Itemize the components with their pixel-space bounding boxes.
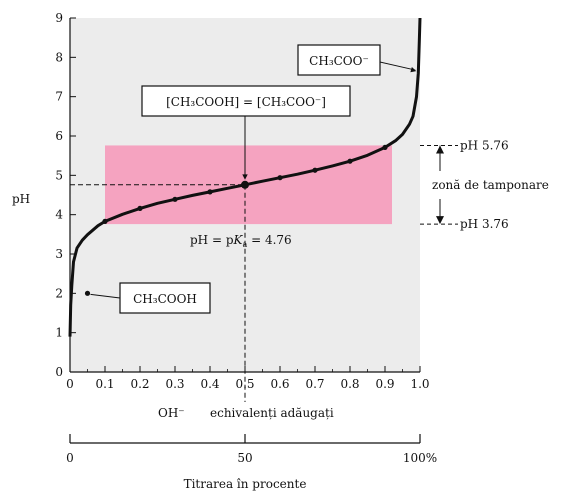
curve-point: [277, 175, 283, 181]
acetic-acid-label: CH₃COOH: [133, 292, 197, 306]
x-tick-label: 0.3: [165, 377, 184, 391]
pka-label-k: K: [233, 233, 244, 247]
x-tick-label: 0.2: [130, 377, 149, 391]
equal-concentration-label: [CH₃COOH] = [CH₃COO⁻]: [166, 95, 326, 109]
pka-label-prefix: pH = p: [190, 233, 234, 247]
percent-tick-label: 50: [237, 451, 252, 465]
curve-point: [312, 167, 318, 173]
percent-tick-label: 0: [66, 451, 74, 465]
y-axis-label: pH: [12, 192, 30, 206]
y-tick-label: 4: [55, 208, 63, 222]
acetate-arrow-head: [410, 66, 417, 73]
pka-label-sub: a: [242, 240, 247, 249]
acetic-acid-label-box: [119, 282, 211, 314]
curve-point: [382, 144, 388, 151]
y-tick-label: 3: [55, 247, 63, 261]
equal-concentration-label-box: [141, 85, 351, 117]
equal-concentration-arrow-head: [242, 174, 248, 180]
y-tick-label: 2: [55, 286, 63, 300]
buffer-lower-arrow-head: [436, 216, 444, 225]
x-tick-label: 0.6: [270, 377, 289, 391]
y-tick-label: 7: [55, 90, 63, 104]
x-tick-label: 0.5: [235, 377, 254, 391]
x-tick-label: 0: [66, 377, 74, 391]
acetic-acid-leader-line: [90, 293, 121, 299]
x-axis-label: echivalenți adăugați: [210, 406, 334, 420]
curve-point: [172, 196, 178, 202]
percent-axis-title: Titrarea în procente: [184, 477, 307, 491]
y-tick-label: 1: [55, 326, 63, 340]
curve-point: [137, 205, 143, 211]
acetic-acid-point: [84, 290, 91, 296]
pka-label: pH = pKa = 4.76: [190, 233, 292, 249]
curve-point: [102, 218, 108, 224]
lower-buffer-label: pH 3.76: [460, 217, 509, 231]
x-tick-label: 1.0: [410, 377, 429, 391]
x-tick-label: 0.4: [200, 377, 219, 391]
y-tick-label: 0: [55, 365, 63, 379]
y-tick-label: 5: [55, 168, 63, 182]
y-tick-label: 9: [55, 11, 63, 25]
y-tick-label: 8: [55, 50, 63, 64]
curve-point: [347, 158, 353, 164]
acetate-label-box: [297, 44, 381, 76]
x-tick-label: 0.9: [375, 377, 394, 391]
pka-label-suffix: = 4.76: [247, 233, 291, 247]
half-equivalence-point: [241, 180, 249, 189]
curve-point: [207, 189, 213, 195]
percent-tick-label: 100%: [403, 451, 437, 465]
x-tick-label: 0.1: [95, 377, 114, 391]
buffer-upper-arrow-head: [436, 145, 444, 154]
x-axis-label-prefix: OH⁻: [158, 406, 185, 420]
y-tick-label: 6: [55, 129, 63, 143]
upper-buffer-label: pH 5.76: [460, 138, 509, 152]
x-tick-label: 0.7: [305, 377, 324, 391]
x-tick-label: 0.8: [340, 377, 359, 391]
buffer-zone-label: zonă de tamponare: [432, 178, 549, 192]
acetate-leader-line: [379, 61, 416, 71]
acetate-label: CH₃COO⁻: [309, 54, 369, 68]
